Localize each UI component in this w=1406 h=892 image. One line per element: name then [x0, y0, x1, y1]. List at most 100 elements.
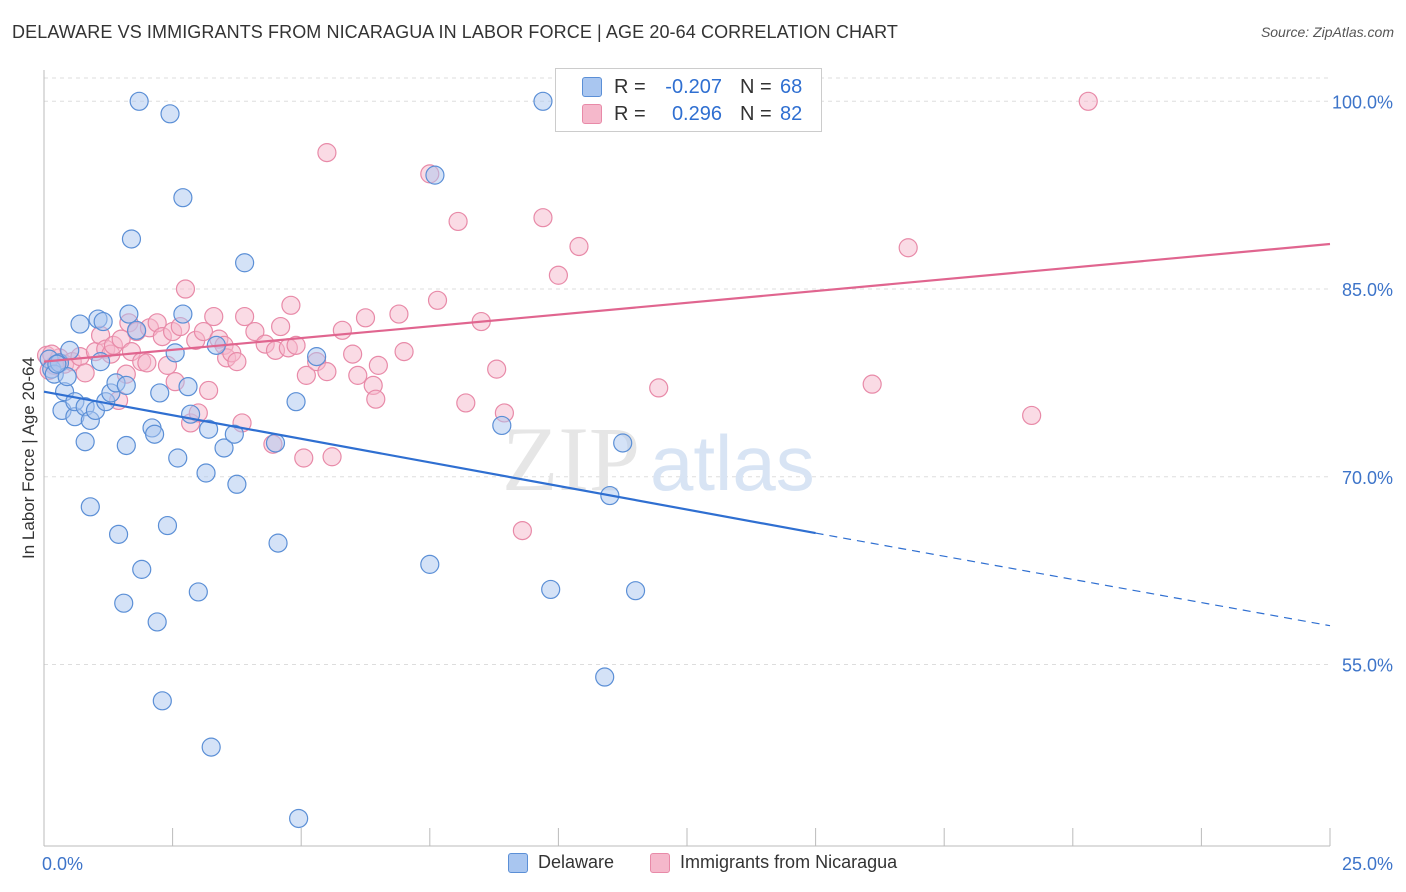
delaware-point	[132, 559, 152, 579]
delaware-trend-extension	[815, 532, 1331, 627]
delaware-point	[541, 579, 561, 600]
nicaragua-point	[294, 448, 314, 468]
nicaragua-point	[448, 211, 468, 232]
nicaragua-point	[355, 308, 376, 328]
delaware-point	[93, 311, 113, 332]
delaware-point	[613, 433, 633, 453]
nicaragua-point	[368, 355, 388, 375]
delaware-point	[265, 433, 286, 453]
delaware-point	[188, 582, 208, 602]
delaware-point	[152, 691, 172, 711]
delaware-point	[116, 435, 136, 456]
nicaragua-point	[317, 362, 337, 382]
delaware-point	[80, 497, 100, 517]
chart-title: DELAWARE VS IMMIGRANTS FROM NICARAGUA IN…	[12, 22, 899, 42]
x-tick-label: 0.0%	[42, 854, 83, 874]
nicaragua-point	[204, 306, 224, 327]
delaware-point	[625, 581, 646, 601]
n-label: N =	[740, 102, 772, 125]
nicaragua-point	[317, 143, 337, 163]
delaware-swatch	[582, 77, 602, 97]
nicaragua-point	[296, 365, 316, 385]
legend-item-delaware[interactable]: Delaware	[508, 852, 614, 873]
nicaragua-point	[389, 304, 409, 324]
delaware-point	[160, 104, 180, 124]
y-tick-label: 100.0%	[1332, 92, 1393, 112]
y-tick-label: 85.0%	[1342, 280, 1393, 300]
nicaragua-point	[862, 374, 882, 394]
r-label: R =	[614, 102, 646, 125]
delaware-point	[289, 808, 309, 829]
stats-row-nicaragua: R = 0.296 N = 82	[556, 100, 821, 128]
delaware-point	[75, 432, 95, 452]
delaware-point	[178, 377, 198, 397]
series-legend: Delaware Immigrants from Nicaragua	[508, 852, 933, 873]
nicaragua-point	[1078, 91, 1098, 111]
delaware-point	[116, 375, 136, 396]
nicaragua-point	[348, 365, 368, 385]
stats-legend: R = -0.207 N = 68 R = 0.296 N = 82	[555, 68, 822, 132]
delaware-point	[119, 304, 139, 324]
legend-label-nicaragua: Immigrants from Nicaragua	[680, 852, 898, 872]
delaware-point	[126, 320, 147, 340]
delaware-point	[307, 347, 327, 367]
watermark-atlas: atlas	[650, 419, 815, 507]
delaware-point	[114, 593, 134, 613]
stats-row-delaware: R = -0.207 N = 68	[556, 73, 821, 101]
delaware-trend-line	[43, 390, 816, 535]
nicaragua-point	[1022, 405, 1042, 426]
delaware-point	[165, 343, 185, 363]
nicaragua-swatch	[582, 104, 602, 124]
delaware-n-value: 68	[780, 75, 803, 98]
nicaragua-n-value: 82	[780, 102, 803, 125]
delaware-point	[533, 91, 553, 111]
nicaragua-legend-swatch	[650, 852, 671, 873]
nicaragua-point	[366, 389, 386, 409]
delaware-point	[235, 253, 255, 273]
nicaragua-point	[322, 447, 342, 467]
delaware-legend-swatch	[508, 852, 528, 873]
delaware-point	[108, 524, 129, 544]
delaware-point	[268, 533, 288, 553]
nicaragua-point	[286, 335, 306, 355]
delaware-point	[60, 340, 80, 360]
delaware-point	[47, 354, 67, 374]
nicaragua-point	[332, 320, 352, 340]
nicaragua-point	[193, 321, 214, 342]
legend-item-nicaragua[interactable]: Immigrants from Nicaragua	[650, 852, 897, 873]
nicaragua-point	[111, 329, 131, 349]
nicaragua-point	[548, 265, 569, 285]
nicaragua-trend-line	[43, 242, 1331, 363]
nicaragua-point	[281, 295, 301, 315]
delaware-point	[595, 667, 615, 687]
nicaragua-point	[898, 238, 918, 258]
delaware-point	[168, 448, 188, 468]
delaware-point	[196, 463, 216, 483]
nicaragua-point	[427, 290, 448, 310]
nicaragua-point	[199, 380, 219, 401]
delaware-point	[57, 367, 77, 387]
chart-source: Source: ZipAtlas.com	[1260, 24, 1394, 40]
x-tick-label: 25.0%	[1342, 854, 1393, 874]
nicaragua-point	[487, 359, 507, 379]
delaware-point	[214, 438, 234, 458]
nicaragua-point	[137, 353, 157, 373]
delaware-point	[420, 554, 440, 574]
nicaragua-point	[245, 321, 265, 342]
nicaragua-point	[75, 363, 95, 383]
nicaragua-point	[235, 306, 255, 327]
n-label: N =	[740, 75, 772, 98]
nicaragua-point	[394, 342, 414, 362]
delaware-point	[286, 392, 306, 412]
delaware-r-value: -0.207	[665, 75, 722, 98]
delaware-point	[129, 91, 149, 111]
delaware-point	[70, 314, 90, 334]
delaware-point	[492, 415, 512, 436]
nicaragua-point	[175, 279, 196, 299]
legend-label-delaware: Delaware	[538, 852, 615, 872]
delaware-point	[157, 515, 178, 536]
delaware-point	[147, 612, 167, 632]
nicaragua-point	[271, 316, 291, 337]
delaware-point	[121, 229, 142, 249]
